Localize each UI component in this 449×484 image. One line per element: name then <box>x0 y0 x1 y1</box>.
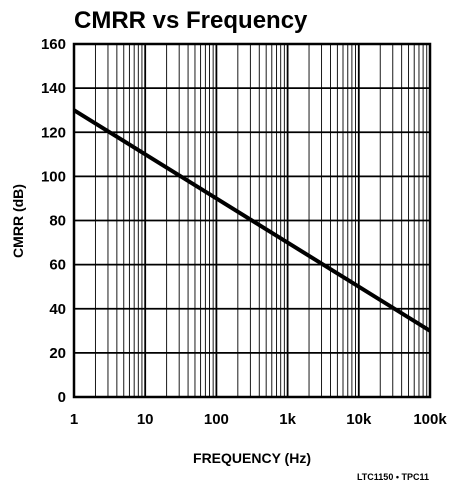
x-tick-label: 100k <box>413 411 447 428</box>
y-tick-label: 140 <box>41 80 66 97</box>
x-tick-label: 100 <box>204 411 229 428</box>
x-tick-label: 1k <box>279 411 296 428</box>
figure-code: LTC1150 • TPC11 <box>357 472 429 482</box>
x-tick-label: 10 <box>137 411 154 428</box>
plot-frame <box>72 42 432 399</box>
x-tick-label: 10k <box>346 411 372 428</box>
y-axis-label: CMRR (dB) <box>10 184 26 258</box>
y-tick-label: 20 <box>49 345 66 362</box>
y-tick-label: 120 <box>41 124 66 141</box>
chart-title: CMRR vs Frequency <box>74 7 308 34</box>
y-tick-label: 160 <box>41 36 66 53</box>
x-axis-label: FREQUENCY (Hz) <box>193 450 311 466</box>
x-tick-labels: 1 10 100 1k 10k 100k <box>70 411 448 428</box>
y-tick-label: 100 <box>41 168 66 185</box>
data-series <box>72 108 432 333</box>
x-tick-label: 1 <box>70 411 78 428</box>
y-tick-label: 0 <box>58 389 66 406</box>
y-tick-labels: 0 20 40 60 80 100 120 140 160 <box>41 36 66 406</box>
series-line <box>72 108 432 333</box>
y-tick-label: 40 <box>49 301 66 318</box>
y-tick-label: 80 <box>49 213 66 230</box>
y-tick-label: 60 <box>49 257 66 274</box>
